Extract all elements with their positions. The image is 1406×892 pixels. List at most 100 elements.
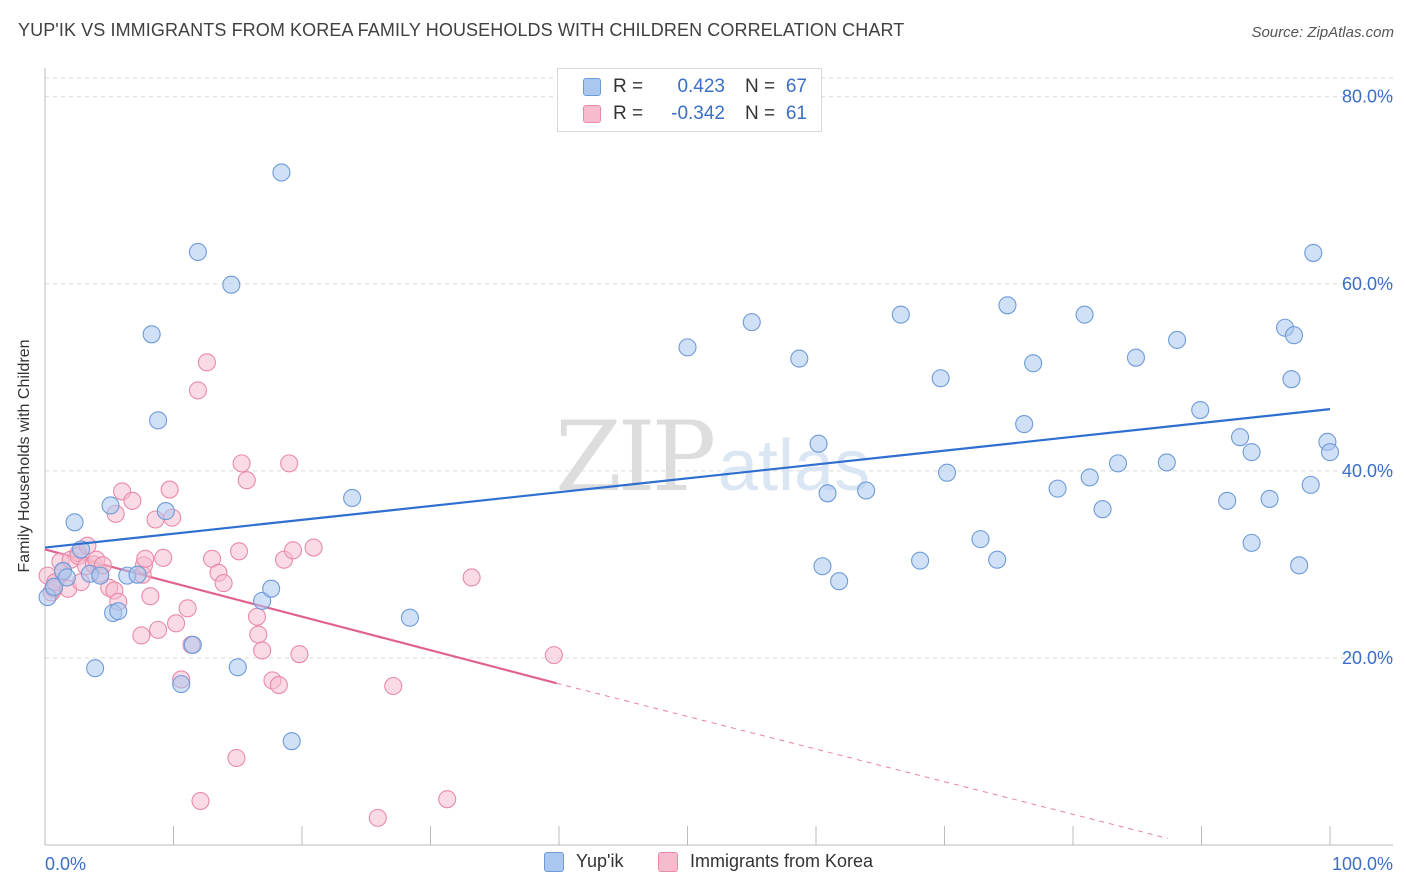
point-korea xyxy=(227,748,246,768)
point-korea xyxy=(253,641,272,660)
point-yupik xyxy=(938,463,957,482)
point-korea xyxy=(229,542,249,561)
legend-yupik-label: Yup'ik xyxy=(576,851,624,871)
point-korea xyxy=(384,676,403,696)
point-yupik xyxy=(128,565,147,584)
legend-yupik-swatch xyxy=(544,851,564,872)
point-korea xyxy=(154,548,173,567)
point-yupik xyxy=(891,305,910,324)
point-yupik xyxy=(343,488,362,508)
y-tick-label: 60.0% xyxy=(1342,274,1393,294)
point-yupik xyxy=(790,349,809,368)
point-korea xyxy=(283,541,303,560)
point-yupik xyxy=(1080,468,1099,487)
point-yupik xyxy=(813,557,832,576)
point-yupik xyxy=(91,566,110,585)
y-tick-label: 40.0% xyxy=(1342,461,1393,481)
point-yupik xyxy=(1218,491,1237,510)
point-yupik xyxy=(222,275,241,294)
point-yupik xyxy=(1242,443,1261,462)
point-korea xyxy=(197,353,216,372)
watermark-zip: ZIP xyxy=(555,401,714,513)
point-korea xyxy=(167,614,186,633)
point-yupik xyxy=(183,635,202,654)
point-yupik xyxy=(57,568,76,587)
point-yupik xyxy=(1168,330,1187,349)
point-yupik xyxy=(156,502,175,521)
point-yupik xyxy=(65,513,84,532)
point-yupik xyxy=(1242,533,1261,552)
chart-title: YUP'IK VS IMMIGRANTS FROM KOREA FAMILY H… xyxy=(18,20,905,40)
point-korea xyxy=(149,620,168,639)
point-korea xyxy=(136,549,155,568)
point-korea xyxy=(214,574,233,593)
point-yupik xyxy=(742,313,761,332)
watermark: ZIPatlas xyxy=(555,401,870,513)
point-yupik xyxy=(1126,348,1146,367)
point-korea xyxy=(304,538,323,557)
stats-row-korea: R = -0.342 N = 61 xyxy=(583,101,807,127)
point-korea xyxy=(141,587,160,606)
point-yupik xyxy=(1304,243,1323,262)
source-label: Source: ZipAtlas.com xyxy=(1251,24,1394,41)
point-yupik xyxy=(1048,479,1067,498)
point-yupik xyxy=(101,496,120,515)
point-yupik xyxy=(1157,453,1176,472)
point-yupik xyxy=(262,579,281,598)
point-yupik xyxy=(998,296,1017,315)
point-korea xyxy=(247,607,267,626)
n-label: N = xyxy=(745,76,776,97)
point-yupik xyxy=(282,732,301,751)
point-korea xyxy=(178,599,197,618)
point-yupik xyxy=(109,602,128,621)
point-korea xyxy=(160,480,179,499)
point-yupik xyxy=(228,658,247,677)
yupik-swatch xyxy=(583,78,601,96)
legend-item-korea[interactable]: Immigrants from Korea xyxy=(658,851,873,872)
point-yupik xyxy=(1284,326,1304,345)
legend-korea-label: Immigrants from Korea xyxy=(690,851,874,871)
point-korea xyxy=(368,808,387,827)
r-label: R = xyxy=(613,103,644,124)
point-yupik xyxy=(1290,556,1309,575)
grid-lines xyxy=(45,77,1393,659)
point-korea xyxy=(462,568,481,587)
trend-line-korea-extension xyxy=(556,682,1169,839)
point-yupik xyxy=(931,369,950,388)
point-yupik xyxy=(1260,489,1279,508)
n-value-korea: 61 xyxy=(785,103,807,124)
point-yupik xyxy=(1093,500,1112,519)
point-yupik xyxy=(857,481,876,500)
point-yupik xyxy=(149,411,168,430)
legend-item-yupik[interactable]: Yup'ik xyxy=(544,851,623,872)
point-yupik xyxy=(1191,401,1210,420)
point-yupik xyxy=(86,659,105,678)
point-yupik xyxy=(172,675,191,694)
point-yupik xyxy=(988,550,1007,569)
r-value-korea: -0.342 xyxy=(671,103,725,124)
point-yupik xyxy=(1320,443,1340,462)
stats-row-yupik: R = 0.423 N = 67 xyxy=(583,74,807,100)
point-korea xyxy=(191,791,210,811)
point-yupik xyxy=(1075,305,1094,324)
point-yupik xyxy=(809,434,828,453)
y-tick-label: 80.0% xyxy=(1342,87,1393,107)
point-yupik xyxy=(1015,415,1034,434)
chart-legend: Yup'ik Immigrants from Korea xyxy=(0,851,1406,877)
point-yupik xyxy=(253,591,272,610)
point-korea xyxy=(290,645,309,664)
point-korea xyxy=(132,626,151,645)
point-korea xyxy=(188,381,207,400)
y-tick-label: 20.0% xyxy=(1342,648,1393,668)
points-korea xyxy=(38,353,563,827)
r-label: R = xyxy=(613,76,644,97)
trend-lines-korea xyxy=(44,548,1169,839)
point-yupik xyxy=(911,551,930,570)
point-yupik xyxy=(830,572,849,591)
stats-legend-box: R = 0.423 N = 67 R = -0.342 N = 61 xyxy=(557,68,822,132)
y-axis-label: Family Households with Children xyxy=(16,339,33,573)
point-korea xyxy=(249,625,268,644)
point-yupik xyxy=(1108,454,1128,473)
point-yupik xyxy=(142,325,161,344)
